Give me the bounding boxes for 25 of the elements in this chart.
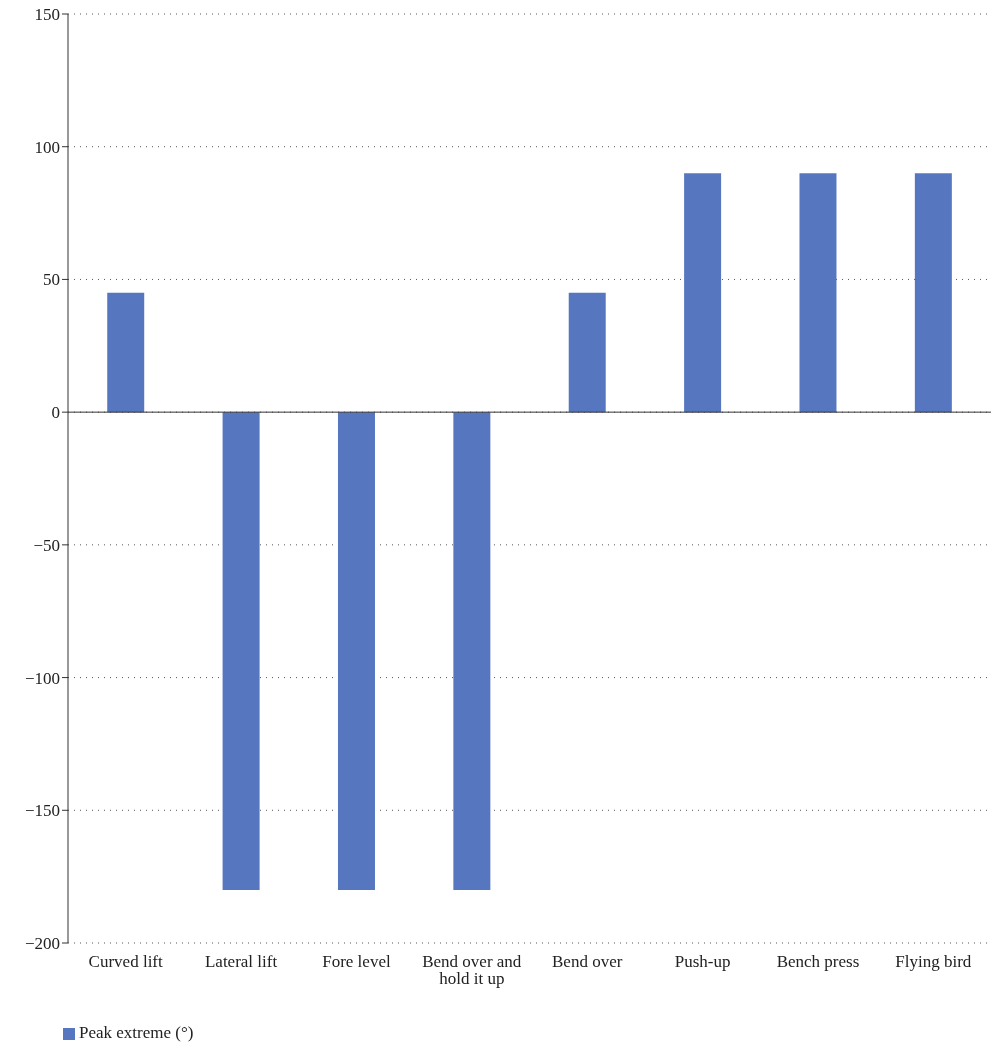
y-tick-label: −150 <box>24 801 60 821</box>
x-tick-label: Push-up <box>674 952 731 972</box>
y-tick-label: −50 <box>33 535 60 555</box>
bar <box>222 412 260 890</box>
x-tick-label: Bend over and hold it up <box>422 952 522 989</box>
y-tick-label: 50 <box>43 270 60 290</box>
x-tick-label: Bench press <box>776 952 860 972</box>
x-tick-label: Flying bird <box>895 952 972 972</box>
legend-label: Peak extreme (°) <box>79 1023 194 1042</box>
bar <box>914 173 952 413</box>
bar <box>453 412 491 890</box>
bar <box>107 292 145 413</box>
bar <box>337 412 375 890</box>
bar <box>568 292 606 413</box>
x-tick-label: Fore level <box>322 952 391 972</box>
y-tick-label: 0 <box>51 403 60 423</box>
x-tick-label: Lateral lift <box>204 952 278 972</box>
y-tick-label: 100 <box>34 137 60 157</box>
bar <box>799 173 837 413</box>
y-tick-label: −100 <box>24 668 60 688</box>
y-tick-label: −200 <box>24 934 60 954</box>
x-tick-label: Bend over <box>552 952 623 972</box>
bar <box>684 173 722 413</box>
x-tick-label: Curved lift <box>88 952 164 972</box>
y-tick-label: 150 <box>34 5 60 25</box>
